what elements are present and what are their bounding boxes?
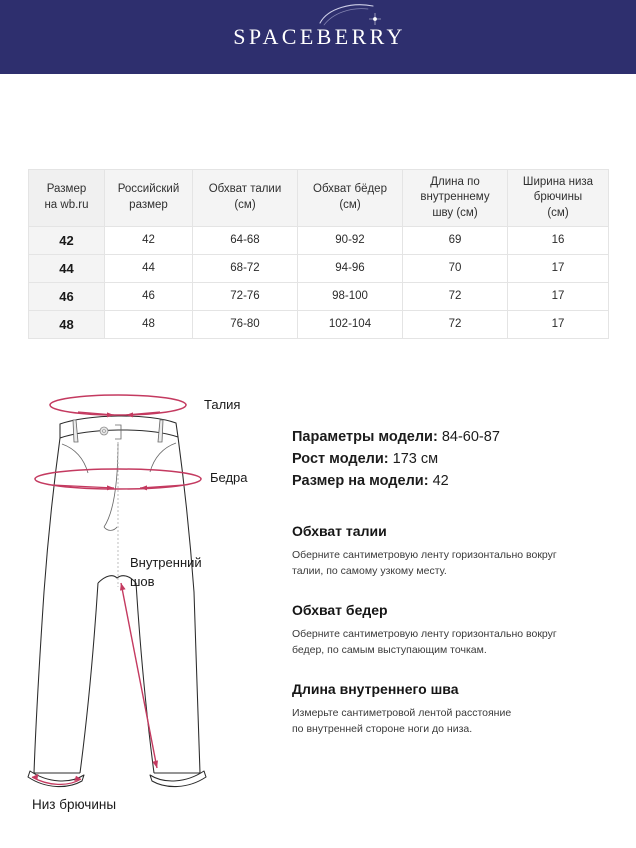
cell-hips: 98-100 xyxy=(297,282,403,311)
label-hips: Бедра xyxy=(210,470,248,485)
cell-wb-size: 46 xyxy=(28,282,105,311)
cell-ru-size: 48 xyxy=(104,310,193,339)
cell-inseam: 72 xyxy=(402,310,508,339)
measure-desc-waist: Оберните сантиметровую ленту горизонталь… xyxy=(292,547,592,579)
label-inseam-line1: Внутренний xyxy=(130,555,202,570)
measurement-guide-section: Талия Бедра Внутренний шов xyxy=(0,387,636,817)
cell-waist: 68-72 xyxy=(192,254,298,283)
header-line: (см) xyxy=(234,199,256,211)
measure-title-inseam: Длина внутреннего шва xyxy=(292,681,459,697)
desc-line: по внутренней стороне ноги до низа. xyxy=(292,723,473,735)
header-line: Длина по xyxy=(430,175,480,188)
measure-block-hips: Обхват бедер Оберните сантиметровую лент… xyxy=(292,601,612,658)
header-line: (см) xyxy=(339,199,361,211)
cell-inseam: 69 xyxy=(402,226,508,255)
header-line: Обхват бёдер xyxy=(313,183,387,196)
trousers-outline xyxy=(27,415,207,788)
header-line: внутреннему xyxy=(420,191,490,204)
model-size-value: 42 xyxy=(432,473,449,489)
measure-desc-hips: Оберните сантиметровую ленту горизонталь… xyxy=(292,626,592,658)
col-header-wb-size: Размер на wb.ru xyxy=(28,169,105,227)
col-header-hips: Обхват бёдер (см) xyxy=(297,169,403,227)
cell-hips: 90-92 xyxy=(297,226,403,255)
brand-name: SPACEBERRY xyxy=(233,24,406,49)
model-height-label: Рост модели: xyxy=(292,451,389,467)
measure-block-waist: Обхват талии Оберните сантиметровую лент… xyxy=(292,522,612,579)
model-parameters: Параметры модели: 84-60-87 Рост модели: … xyxy=(292,426,612,492)
hips-measure-ellipse xyxy=(34,468,202,491)
measure-desc-inseam: Измерьте сантиметровой лентой расстояние… xyxy=(292,705,592,737)
desc-line: Оберните сантиметровую ленту горизонталь… xyxy=(292,549,557,561)
cell-hem-width: 17 xyxy=(507,282,609,311)
inseam-measure-arrow xyxy=(120,582,158,769)
desc-line: Оберните сантиметровую ленту горизонталь… xyxy=(292,628,557,640)
measure-title-waist: Обхват талии xyxy=(292,523,387,539)
desc-line: Измерьте сантиметровой лентой расстояние xyxy=(292,707,512,719)
cell-hem-width: 16 xyxy=(507,226,609,255)
cell-ru-size: 46 xyxy=(104,282,193,311)
model-height-line: Рост модели: 173 см xyxy=(292,448,612,470)
brand-logo[interactable]: SPACEBERRY xyxy=(230,0,406,74)
model-measurements-label: Параметры модели: xyxy=(292,429,438,445)
table-row: 44 44 68-72 94-96 70 17 xyxy=(28,254,609,283)
model-height-value: 173 см xyxy=(392,451,439,467)
site-header: SPACEBERRY xyxy=(0,0,636,74)
cell-waist: 64-68 xyxy=(192,226,298,255)
cell-inseam: 72 xyxy=(402,282,508,311)
hem-measure-arrow xyxy=(31,773,82,786)
cell-hem-width: 17 xyxy=(507,310,609,339)
cell-ru-size: 44 xyxy=(104,254,193,283)
model-size-label: Размер на модели: xyxy=(292,473,429,489)
diagram-column: Талия Бедра Внутренний шов xyxy=(0,387,292,817)
cell-hips: 102-104 xyxy=(297,310,403,339)
cell-waist: 72-76 xyxy=(192,282,298,311)
col-header-inseam: Длина по внутреннему шву (см) xyxy=(402,169,508,227)
header-line: Ширина низа xyxy=(522,175,594,188)
size-table: Размер на wb.ru Российский размер Обхват… xyxy=(28,169,609,339)
desc-line: талии, по самому узкому месту. xyxy=(292,565,447,577)
measure-title-hips: Обхват бедер xyxy=(292,602,388,618)
size-table-section: Размер на wb.ru Российский размер Обхват… xyxy=(0,74,636,339)
table-row: 48 48 76-80 102-104 72 17 xyxy=(28,310,609,339)
cell-wb-size: 42 xyxy=(28,226,105,255)
col-header-ru-size: Российский размер xyxy=(104,169,193,227)
table-row: 46 46 72-76 98-100 72 17 xyxy=(28,282,609,311)
model-measurements-value: 84-60-87 xyxy=(441,429,500,445)
waist-measure-ellipse xyxy=(49,394,187,418)
cell-waist: 76-80 xyxy=(192,310,298,339)
model-measurements-line: Параметры модели: 84-60-87 xyxy=(292,426,612,448)
label-hem: Низ брючины xyxy=(32,797,116,812)
header-line: на wb.ru xyxy=(44,199,89,211)
model-size-line: Размер на модели: 42 xyxy=(292,470,612,492)
cell-inseam: 70 xyxy=(402,254,508,283)
cell-hem-width: 17 xyxy=(507,254,609,283)
info-column: Параметры модели: 84-60-87 Рост модели: … xyxy=(292,387,612,737)
header-line: брючины xyxy=(533,191,583,204)
desc-line: бедер, по самым выступающим точкам. xyxy=(292,644,487,656)
col-header-waist: Обхват талии (см) xyxy=(192,169,298,227)
label-waist: Талия xyxy=(204,397,240,412)
table-row: 42 42 64-68 90-92 69 16 xyxy=(28,226,609,255)
header-line: размер xyxy=(129,199,168,211)
cell-hips: 94-96 xyxy=(297,254,403,283)
cell-wb-size: 44 xyxy=(28,254,105,283)
cell-wb-size: 48 xyxy=(28,310,105,339)
header-line: Российский xyxy=(117,183,180,196)
measure-block-inseam: Длина внутреннего шва Измерьте сантиметр… xyxy=(292,680,612,737)
button-icon xyxy=(99,426,109,436)
header-line: Размер xyxy=(46,183,87,196)
table-header-row: Размер на wb.ru Российский размер Обхват… xyxy=(28,169,609,227)
header-line: (см) xyxy=(547,206,569,219)
trousers-diagram: Талия Бедра Внутренний шов xyxy=(27,394,248,812)
label-inseam-line2: шов xyxy=(130,574,155,589)
cell-ru-size: 42 xyxy=(104,226,193,255)
header-line: шву (см) xyxy=(432,206,478,219)
col-header-hem-width: Ширина низа брючины (см) xyxy=(507,169,609,227)
header-line: Обхват талии xyxy=(208,183,282,196)
